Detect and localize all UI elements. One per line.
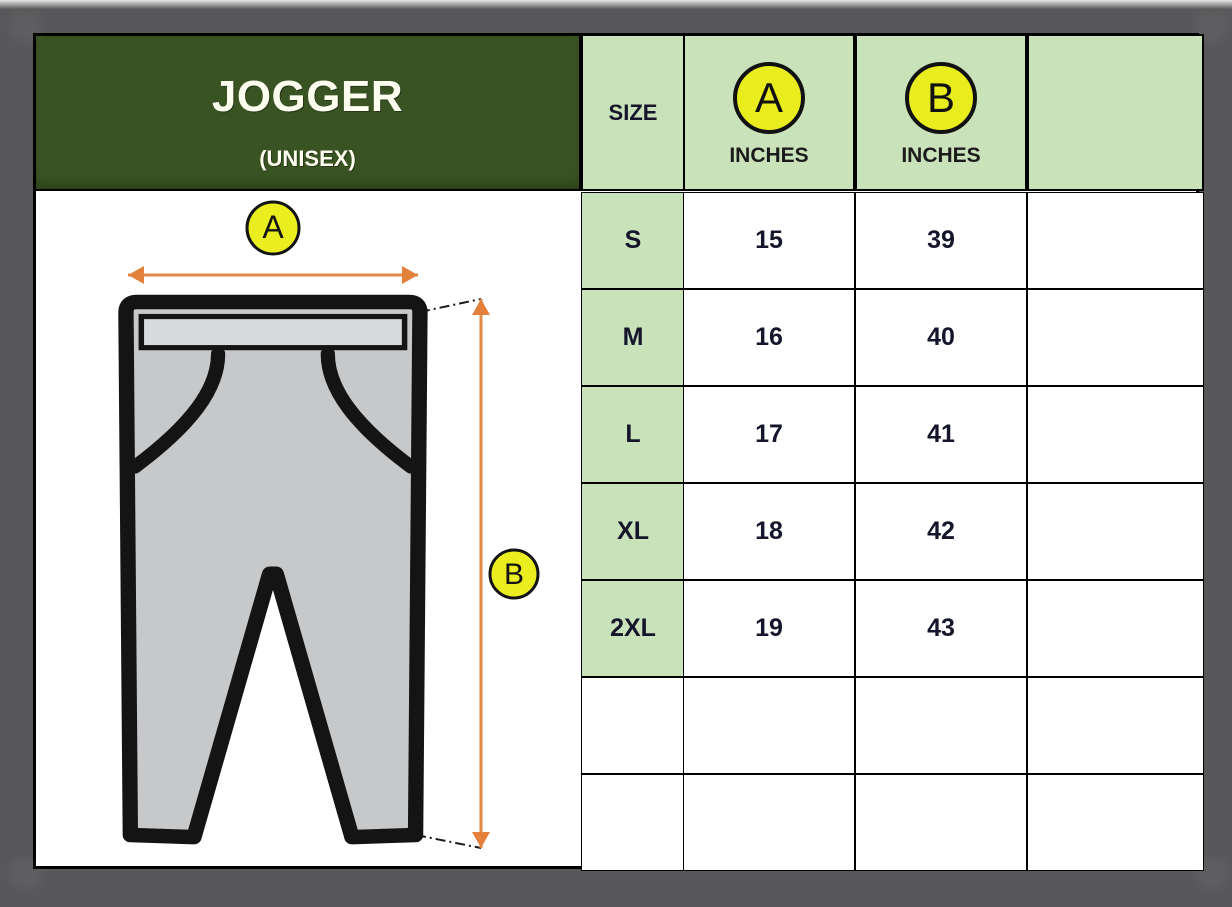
svg-text:A: A: [262, 209, 284, 245]
svg-text:B: B: [504, 558, 524, 591]
